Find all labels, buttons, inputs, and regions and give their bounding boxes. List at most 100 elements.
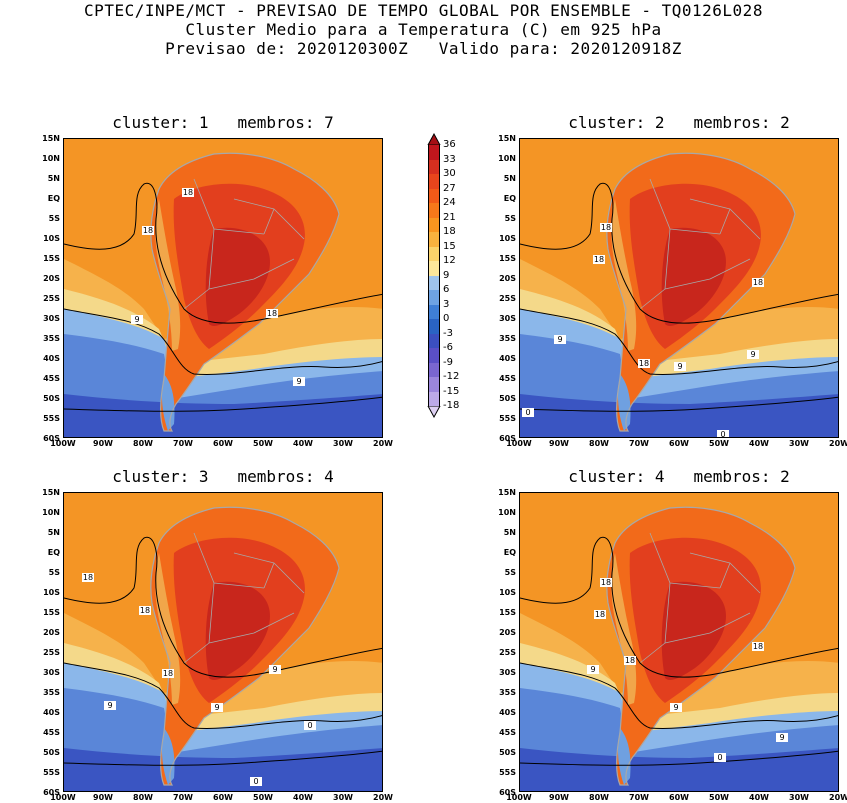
latitude-tick-label: 10N — [42, 508, 60, 517]
colorbar-level-label: 15 — [443, 240, 456, 252]
patagonia-region — [617, 728, 631, 785]
contour-value-label: 0 — [250, 777, 262, 786]
svg-text:0: 0 — [307, 721, 312, 730]
colorbar-swatch — [428, 362, 440, 378]
longitude-tick-label: 90W — [93, 793, 113, 802]
svg-text:9: 9 — [107, 701, 112, 710]
longitude-tick-label: 50W — [253, 793, 273, 802]
svg-text:0: 0 — [717, 753, 722, 762]
longitude-tick-label: 100W — [50, 793, 76, 802]
temperature-map: 18 18 18 9 9 9 0 0 — [63, 492, 383, 792]
latitude-tick-label: 15N — [42, 134, 60, 143]
latitude-tick-label: 5S — [504, 568, 516, 577]
latitude-tick-label: 50S — [43, 394, 60, 403]
svg-text:18: 18 — [183, 188, 193, 197]
latitude-tick-label: 20S — [43, 628, 60, 637]
andes-strip — [611, 553, 637, 705]
latitude-tick-label: 55S — [43, 768, 60, 777]
longitude-tick-label: 90W — [549, 793, 569, 802]
colorbar-swatch — [428, 174, 440, 189]
political-borders — [639, 532, 761, 664]
colorbar-swatch — [428, 319, 440, 334]
latitude-tick-label: 15N — [498, 488, 516, 497]
latitude-tick-label: 60S — [43, 788, 60, 797]
longitude-tick-label: 100W — [506, 793, 532, 802]
contour-value-label: 18 — [594, 610, 606, 619]
contour-value-label: 18 — [82, 573, 94, 582]
contour-0 — [64, 396, 382, 412]
svg-text:18: 18 — [639, 359, 649, 368]
contour-value-label: 18 — [593, 255, 605, 264]
latitude-tick-label: EQ — [503, 548, 516, 557]
latitude-tick-label: 5S — [48, 214, 60, 223]
colorbar-level-label: -9 — [443, 356, 453, 368]
latitude-tick-label: 20S — [43, 274, 60, 283]
longitude-tick-label: 90W — [93, 439, 113, 448]
longitude-tick-label: 80W — [589, 439, 609, 448]
latitude-tick-label: 20S — [499, 628, 516, 637]
longitude-tick-label: 50W — [253, 439, 273, 448]
colorbar-level-label: -18 — [443, 400, 460, 411]
coastline — [150, 506, 340, 786]
longitude-tick-label: 30W — [333, 439, 353, 448]
latitude-tick-label: 50S — [499, 748, 516, 757]
latitude-tick-label: 15N — [42, 488, 60, 497]
patagonia-region — [161, 374, 175, 431]
longitude-tick-label: 100W — [50, 439, 76, 448]
svg-text:18: 18 — [140, 606, 150, 615]
latitude-tick-label: 10N — [498, 508, 516, 517]
colorbar-swatch — [428, 232, 440, 247]
latitude-tick-label: 10N — [498, 154, 516, 163]
colorbar-level-label: 0 — [443, 313, 450, 324]
longitude-tick-label: 80W — [589, 793, 609, 802]
political-borders — [639, 178, 761, 310]
longitude-tick-label: 70W — [629, 439, 649, 448]
longitude-tick-label: 60W — [213, 439, 233, 448]
contour-18 — [520, 182, 838, 324]
contour-9 — [64, 662, 382, 729]
svg-text:18: 18 — [267, 309, 277, 318]
latitude-tick-label: 45S — [499, 728, 516, 737]
andes-strip — [155, 199, 181, 351]
contour-value-label: 9 — [747, 350, 759, 359]
svg-text:18: 18 — [143, 226, 153, 235]
colorbar-level-label: 12 — [443, 255, 456, 266]
contour-value-label: 18 — [752, 642, 764, 651]
latitude-tick-label: 35S — [499, 688, 516, 697]
hottest-core-region — [661, 227, 726, 326]
svg-text:18: 18 — [163, 669, 173, 678]
contour-lines — [520, 536, 838, 766]
svg-text:18: 18 — [753, 278, 763, 287]
latitude-tick-label: 55S — [43, 414, 60, 423]
header-forecast-times: Previsao de: 2020120300Z Valido para: 20… — [165, 39, 682, 58]
longitude-tick-label: 60W — [669, 439, 689, 448]
longitude-tick-label: 40W — [749, 793, 769, 802]
contour-value-label: 9 — [211, 703, 223, 712]
svg-text:9: 9 — [272, 665, 277, 674]
colorbar-swatch — [428, 333, 440, 349]
colorbar-swatch — [428, 377, 440, 392]
contour-value-label: 18 — [182, 188, 194, 197]
longitude-tick-label: 40W — [749, 439, 769, 448]
color-scale-bar: 36 33 30 27 24 21 18 15 12 9 6 3 0 -3 -6 -9 -12 -15 -18 — [423, 133, 483, 443]
svg-text:0: 0 — [253, 777, 258, 786]
contour-value-label: 9 — [131, 315, 143, 324]
contour-value-label: 0 — [717, 430, 729, 437]
colorbar-level-label: 3 — [443, 298, 450, 310]
longitude-tick-label: 30W — [789, 793, 809, 802]
contour-0 — [64, 750, 382, 766]
colorbar-level-label: 9 — [443, 269, 450, 281]
latitude-tick-label: 10S — [43, 588, 60, 597]
header-subtitle: Cluster Medio para a Temperatura (C) em … — [185, 20, 662, 39]
latitude-tick-label: 30S — [499, 314, 516, 323]
colorbar-level-label: 24 — [443, 197, 456, 208]
latitude-tick-label: 10N — [42, 154, 60, 163]
latitude-tick-label: 45S — [499, 374, 516, 383]
contour-value-label: 18 — [142, 226, 154, 235]
latitude-tick-label: 35S — [43, 688, 60, 697]
panel-title: cluster: 1 membros: 7 — [112, 113, 334, 132]
political-borders — [183, 532, 305, 664]
latitude-tick-label: 45S — [43, 728, 60, 737]
colorbar-swatch — [428, 261, 440, 276]
contour-value-label: 0 — [714, 753, 726, 762]
